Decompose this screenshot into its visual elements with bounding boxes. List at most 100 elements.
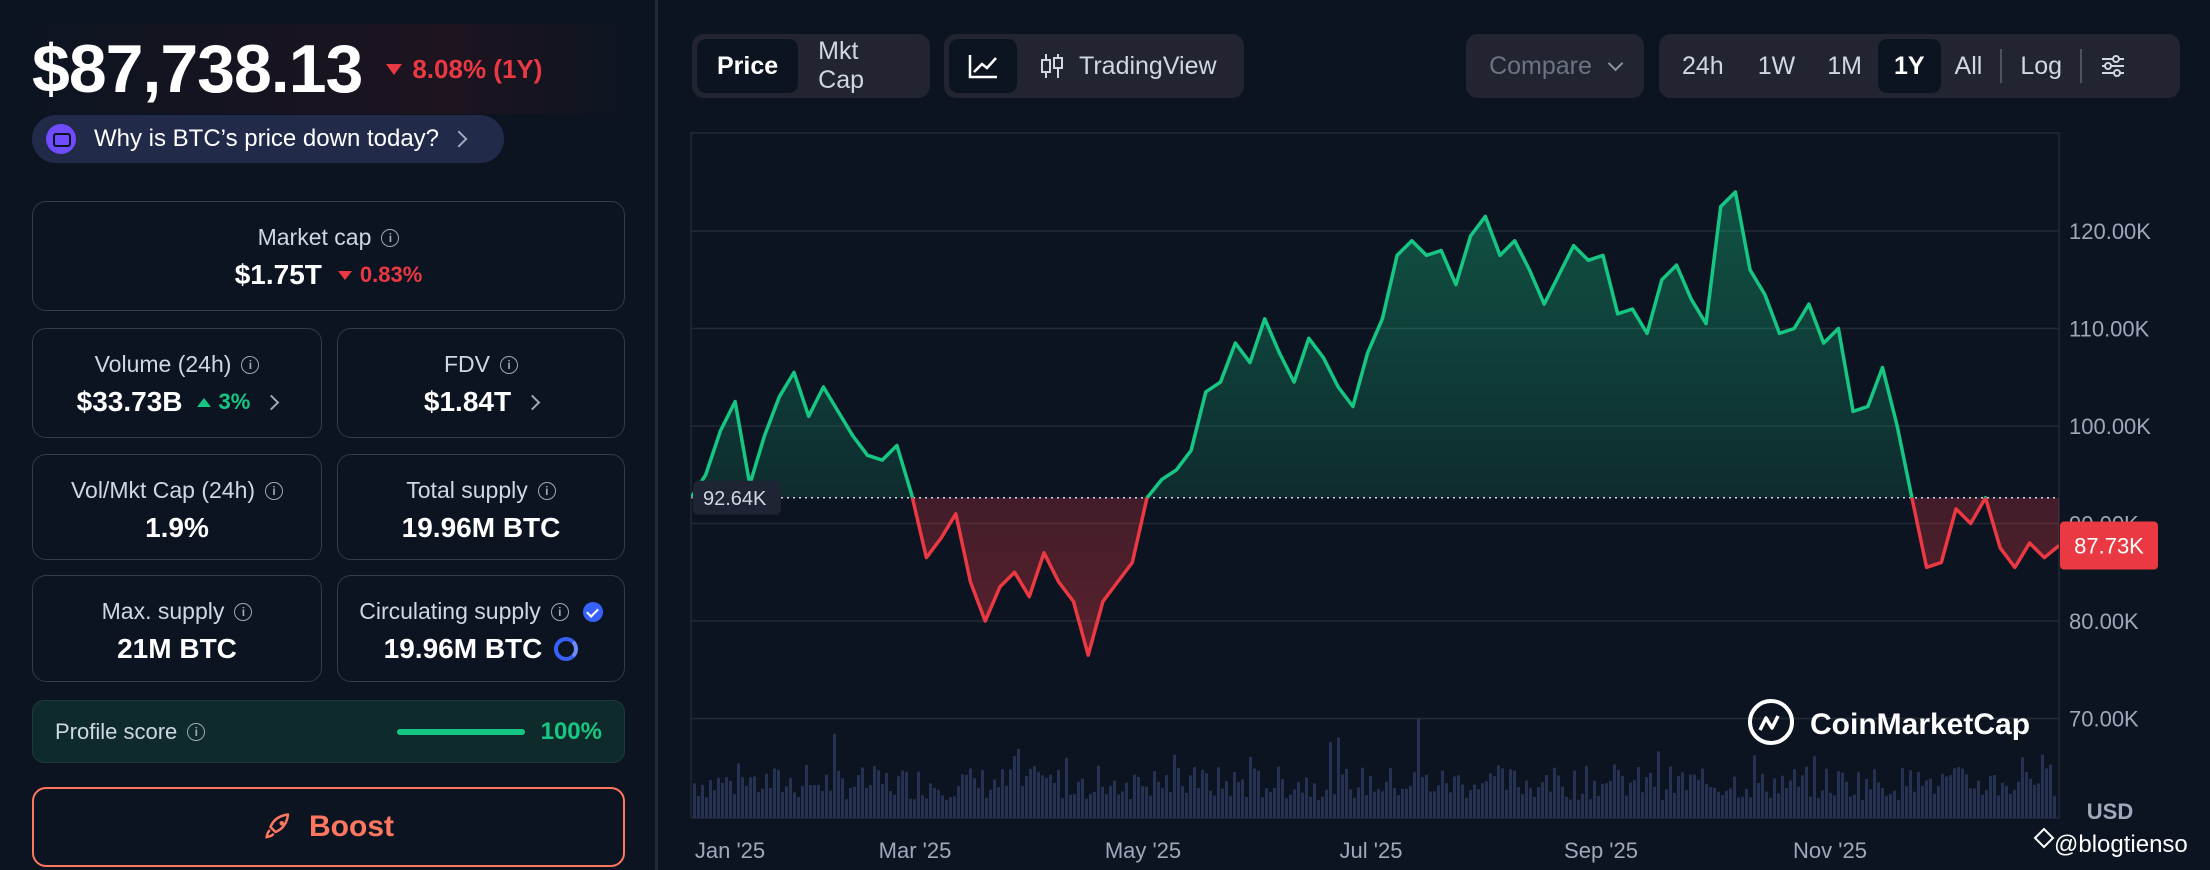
volume-bar <box>793 792 796 818</box>
range-1y[interactable]: 1Y <box>1877 39 1941 93</box>
volume-bar <box>857 774 860 818</box>
volume-bar <box>1857 772 1860 818</box>
circulating-supply-value: 19.96M BTC <box>383 633 543 664</box>
tab-price[interactable]: Price <box>697 39 799 93</box>
volume-bar <box>1085 798 1088 818</box>
volume-bar <box>801 785 804 818</box>
volume-bar <box>1717 791 1720 818</box>
volume-bar <box>721 783 724 818</box>
volume-bar <box>1089 793 1092 818</box>
area-above-baseline <box>691 192 2059 498</box>
volume-bar <box>713 790 716 818</box>
line-chart-button[interactable] <box>949 39 1017 93</box>
up-arrow-icon <box>196 397 211 407</box>
volume-bar <box>1161 788 1164 818</box>
volume-bar <box>1881 788 1884 818</box>
tradingview-button[interactable]: TradingView <box>1017 39 1237 93</box>
info-icon[interactable]: i <box>550 602 569 621</box>
volume-bar <box>1613 764 1616 818</box>
fdv-card[interactable]: FDV i $1.84T <box>337 328 625 438</box>
info-icon[interactable]: i <box>187 722 206 741</box>
boost-button[interactable]: Boost <box>32 787 625 867</box>
volume-bar <box>813 785 816 818</box>
volume-bar <box>1629 782 1632 818</box>
volume-bar <box>1561 786 1564 818</box>
profile-score-row: Profile score i 100% <box>32 700 625 763</box>
volume-bar <box>1645 777 1648 818</box>
volume-bar <box>1929 778 1932 818</box>
chart-settings-button[interactable] <box>2086 39 2140 93</box>
tab-mkt-cap[interactable]: Mkt Cap <box>818 37 865 94</box>
max-supply-value: 21M BTC <box>117 633 237 664</box>
volume-bar <box>869 785 872 818</box>
info-icon[interactable]: i <box>234 602 253 621</box>
vol-mkt-cap-value: 1.9% <box>145 512 209 543</box>
info-icon[interactable]: i <box>241 355 260 374</box>
y-tick-label: 120.00K <box>2069 219 2151 244</box>
volume-bar <box>1097 765 1100 818</box>
volume-bar <box>1237 782 1240 818</box>
volume-bar <box>1241 779 1244 818</box>
y-tick-label: 80.00K <box>2069 609 2139 634</box>
verified-icon <box>582 601 603 622</box>
credit: @blogtienso <box>2033 827 2188 858</box>
info-icon[interactable]: i <box>537 481 556 500</box>
volume-bar <box>1173 754 1176 818</box>
volume-bar <box>1761 773 1764 818</box>
volume-bar <box>1301 792 1304 818</box>
volume-bar <box>877 770 880 818</box>
range-24h[interactable]: 24h <box>1682 51 1724 80</box>
volume-bar <box>2033 784 2036 818</box>
volume-bar <box>1365 795 1368 818</box>
volume-bar <box>1521 794 1524 818</box>
volume-bar <box>1741 796 1744 818</box>
info-icon[interactable]: i <box>500 355 518 374</box>
volume-bar <box>1941 774 1944 818</box>
range-all[interactable]: All <box>1954 51 1983 80</box>
range-1w[interactable]: 1W <box>1757 51 1796 80</box>
range-1m[interactable]: 1M <box>1827 51 1862 80</box>
info-icon[interactable]: i <box>265 481 284 500</box>
price-chart[interactable]: 120.00K110.00K100.00K90.00K80.00K70.00K … <box>658 0 2210 870</box>
volume-bar <box>1961 768 1964 818</box>
volume-bar <box>1473 784 1476 818</box>
volume-bar <box>1973 788 1976 818</box>
volume-bar <box>2041 754 2044 818</box>
volume-bar <box>1209 790 1212 818</box>
volume-bar <box>905 771 908 818</box>
volume-bar <box>1793 769 1796 818</box>
info-icon[interactable]: i <box>381 228 400 247</box>
vol-mkt-cap-card: Vol/Mkt Cap (24h) i 1.9% <box>32 454 322 560</box>
chevron-right-icon <box>450 130 468 148</box>
volume-bar <box>1637 767 1640 818</box>
volume-bar <box>1277 766 1280 818</box>
compare-dropdown[interactable]: Compare <box>1466 34 1644 98</box>
log-scale-toggle[interactable]: Log <box>2020 51 2063 80</box>
compare-label: Compare <box>1489 51 1592 80</box>
why-price-down-button[interactable]: Why is BTC’s price down today? <box>32 115 504 163</box>
volume-bar <box>1381 791 1384 818</box>
volume-bar <box>821 791 824 818</box>
volume-bar <box>1809 796 1812 818</box>
profile-score-value: 100% <box>540 717 602 745</box>
volume-bar <box>1693 774 1696 818</box>
volume-bar <box>1273 788 1276 818</box>
diamond-icon <box>2033 827 2055 849</box>
volume-bar <box>1413 772 1416 818</box>
volume-bar <box>1953 768 1956 818</box>
volume-bar <box>705 797 708 818</box>
volume-bar <box>1433 791 1436 818</box>
volume-bar <box>1105 793 1108 818</box>
vol-mkt-cap-label: Vol/Mkt Cap (24h) <box>70 477 256 503</box>
volume-bar <box>1489 773 1492 818</box>
volume-card[interactable]: Volume (24h) i $33.73B 3% <box>32 328 322 438</box>
volume-bar <box>1785 787 1788 818</box>
volume-bar <box>1873 769 1876 818</box>
volume-bar <box>1385 781 1388 818</box>
volume-bar <box>1597 795 1600 818</box>
volume-bar <box>1129 799 1132 818</box>
volume-bar <box>797 796 800 818</box>
volume-bar <box>1417 718 1420 818</box>
volume-bar <box>1849 796 1852 818</box>
volume-bar <box>1493 776 1496 818</box>
